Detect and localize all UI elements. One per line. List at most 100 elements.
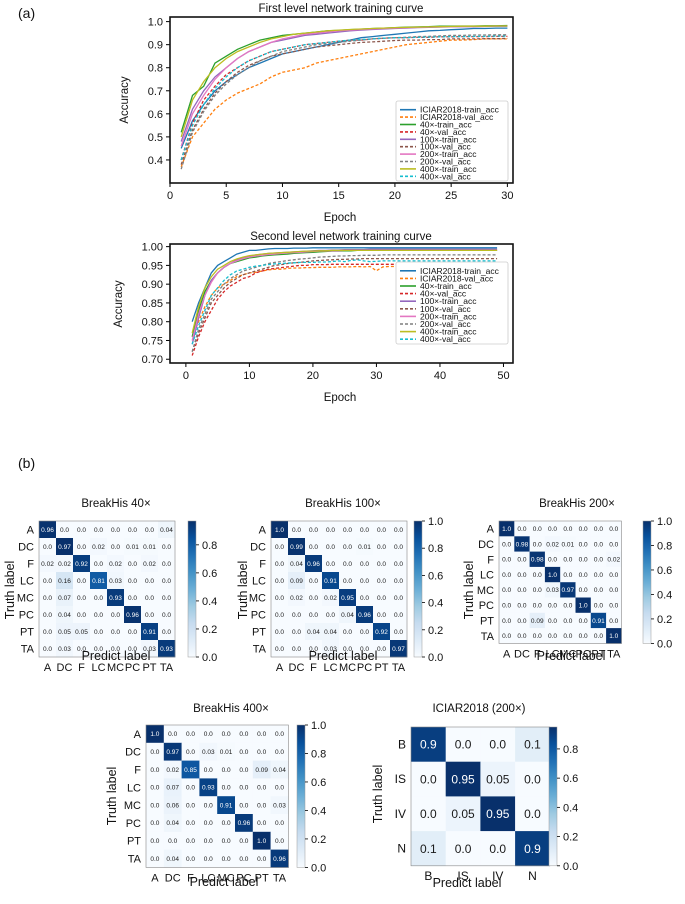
cell-value: 0.97 [562,587,575,594]
cell-value: 0.0 [43,578,52,585]
cell-value: 0.0 [394,527,403,534]
colorbar-tick-label: 0.6 [563,773,578,785]
matrix-cell [373,623,391,641]
cell-value: 0.0 [186,731,195,738]
cell-value: 0.0 [77,544,86,551]
matrix-cell [373,555,391,573]
y-axis-label: Truth label [462,561,476,620]
cell-value: 0.0 [524,807,541,821]
cell-value: 0.0 [360,561,369,568]
cell-value: 0.0 [563,618,572,625]
matrix-cell [124,572,142,590]
cell-value: 0.0 [609,541,618,548]
matrix-cell [252,831,271,850]
row-label: A [27,525,35,537]
cell-value: 0.01 [562,541,575,548]
matrix-cell [390,572,408,590]
cell-value: 0.0 [394,561,403,568]
cell-value: 0.0 [517,587,526,594]
matrix-cell [107,538,125,556]
col-label: PC [125,662,140,674]
matrix-cell [373,538,391,556]
matrix-cell [181,831,200,850]
matrix-cell [141,606,159,624]
cell-value: 0.0 [533,572,542,579]
cell-value: 0.06 [166,802,179,809]
matrix-cell [373,589,391,607]
matrix-cell [146,778,165,797]
row-label: PC [479,600,494,612]
cell-value: 0.0 [548,602,557,609]
matrix-cell [288,589,306,607]
cell-value: 0.05 [75,629,88,636]
row-label: LC [252,576,266,588]
cell-value: 0.93 [202,785,215,792]
series-line [191,257,498,352]
cell-value: 0.0 [309,527,318,534]
series-line [191,259,498,345]
matrix-cell [90,572,108,590]
matrix-cell [499,612,515,629]
matrix-cell [56,521,74,539]
colorbar-tick-label: 0.0 [657,638,672,650]
series-line [191,247,498,322]
series-line [191,254,498,352]
confusion-matrix-3: BreakHis 200× 1.0 0.0 0.0 0.0 0.0 0.0 0.0 0.0 0.0… [462,498,672,663]
matrix-cell [590,612,607,629]
cell-value: 0.0 [533,633,542,640]
colorbar [642,520,652,644]
matrix-cell [390,623,408,641]
cell-value: 0.01 [220,749,233,756]
matrix-cell [107,589,125,607]
matrix-cell [560,597,576,614]
cell-value: 0.0 [162,544,171,551]
cell-value: 1.0 [275,527,284,534]
matrix-frame [145,724,289,868]
cell-value: 1.0 [257,838,266,845]
cell-value: 0.0 [489,738,506,752]
matrix-cell [411,831,446,867]
matrix-cell [141,589,159,607]
cell-value: 0.0 [239,785,248,792]
legend-label: 400×-val_acc [420,334,472,344]
cell-value: 0.16 [58,578,71,585]
cell-value: 0.02 [324,595,337,602]
cell-value: 0.0 [563,557,572,564]
cell-value: 0.0 [343,544,352,551]
matrix-cell [356,640,374,658]
matrix-cell [480,831,516,867]
matrix-cell [146,796,165,815]
matrix-cell [544,582,561,598]
cell-value: 0.0 [111,527,120,534]
matrix-cell [544,521,561,537]
matrix-cell [199,814,218,833]
matrix-cell [305,640,323,658]
col-label: TA [273,872,287,884]
matrix-cell [529,597,546,614]
cell-value: 0.04 [290,561,303,568]
cell-value: 0.0 [275,749,284,756]
matrix-cell [390,521,408,539]
col-label: A [276,662,284,674]
col-label: PC [236,872,251,884]
matrix-cell [606,582,622,598]
col-label: TA [160,662,174,674]
cell-value: 0.0 [309,595,318,602]
matrix-cell [90,623,108,641]
matrix-cell [235,760,254,779]
cell-value: 0.04 [58,612,71,619]
col-label: TA [607,648,621,660]
cell-value: 0.03 [58,646,71,653]
col-label: MC [218,872,235,884]
legend-label: 40×-train_acc [420,281,472,291]
row-label: A [259,525,267,537]
cell-value: 0.0 [145,612,154,619]
matrix-cell [445,796,481,832]
col-label: LC [201,872,215,884]
cell-value: 0.0 [533,587,542,594]
cell-value: 0.03 [202,749,215,756]
cell-value: 0.0 [257,731,266,738]
matrix-cell [56,606,74,624]
matrix-cell [499,566,515,583]
colorbar-tick-label: 0.2 [657,614,672,626]
